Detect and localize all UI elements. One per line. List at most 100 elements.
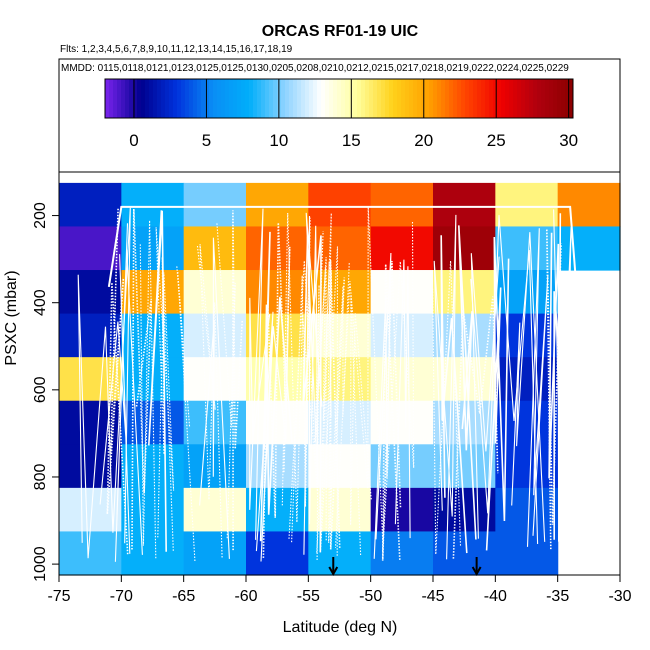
colorbar-segment — [469, 79, 474, 118]
x-tick-label: -60 — [234, 588, 257, 605]
colorbar-segment — [361, 79, 366, 118]
colorbar-segment — [261, 79, 266, 118]
colorbar-segment — [445, 79, 450, 118]
chart-title: ORCAS RF01-19 UIC — [262, 23, 419, 40]
colorbar-segment — [161, 79, 166, 118]
heatmap-cell — [59, 444, 122, 489]
flight-track — [255, 311, 289, 562]
flight-track — [281, 212, 318, 539]
colorbar-segment — [253, 79, 258, 118]
marker-arrow-head — [328, 566, 339, 577]
location-markers — [328, 557, 482, 577]
flight-track — [526, 228, 549, 547]
colorbar-segment — [157, 79, 162, 118]
x-tick-label: -55 — [297, 588, 320, 605]
heatmap-cell — [370, 444, 434, 489]
colorbar-segment — [341, 79, 346, 118]
heatmap-cell — [433, 444, 496, 489]
heatmap-cell — [59, 531, 122, 576]
x-tick-label: -50 — [359, 588, 382, 605]
heatmap-cell — [433, 226, 496, 271]
colorbar-segment — [245, 79, 250, 118]
colorbar-segment — [477, 79, 482, 118]
colorbar-segment — [517, 79, 522, 118]
colorbar-segment — [329, 79, 334, 118]
colorbar-segment — [337, 79, 342, 118]
colorbar-segment — [181, 79, 186, 118]
colorbar-segment — [561, 79, 566, 118]
colorbar-segment — [285, 79, 290, 118]
marker-arrow-head — [471, 566, 482, 577]
flight-track — [458, 225, 477, 540]
colorbar-segment — [237, 79, 242, 118]
flight-track — [548, 213, 562, 542]
x-tick-label: -65 — [172, 588, 195, 605]
heatmap-cell — [308, 270, 372, 315]
heatmap-cell — [59, 313, 122, 358]
flight-track — [259, 231, 293, 542]
flight-track — [553, 209, 572, 546]
x-tick-label: -40 — [484, 588, 507, 605]
flight-track — [553, 291, 572, 540]
colorbar-segment — [205, 79, 210, 118]
colorbar-segment — [201, 79, 206, 118]
heatmap-cell — [370, 487, 434, 533]
flight-track — [176, 266, 196, 562]
colorbar-segment — [193, 79, 198, 118]
colorbar-segment — [297, 79, 302, 118]
colorbar-segment — [373, 79, 378, 118]
x-axis-label: Latitude (deg N) — [283, 619, 398, 636]
x-tick-label: -30 — [608, 588, 631, 605]
colorbar-segment — [293, 79, 298, 118]
flight-track — [394, 259, 411, 539]
colorbar-segment — [449, 79, 454, 118]
flight-track — [303, 212, 323, 555]
colorbar-segment — [229, 79, 234, 118]
colorbar-segment — [241, 79, 246, 118]
heatmap-cell — [121, 182, 185, 228]
colorbar-segment — [125, 79, 130, 118]
colorbar-segment — [313, 79, 318, 118]
heatmap-cell — [308, 182, 372, 228]
legend-box — [58, 58, 621, 173]
x-tick-label: -35 — [546, 588, 569, 605]
colorbar-frame — [104, 78, 574, 119]
flight-track — [155, 227, 175, 551]
colorbar-segment — [185, 79, 190, 118]
colorbar-segment — [233, 79, 238, 118]
colorbar: 0 5 10 15 20 25 30 — [58, 58, 621, 173]
colorbar-segment — [461, 79, 466, 118]
heatmap-cell — [183, 531, 247, 576]
x-tick-label: -75 — [47, 588, 70, 605]
colorbar-segment — [113, 79, 118, 118]
colorbar-segment — [541, 79, 546, 118]
heatmap-cell — [183, 182, 247, 228]
colorbar-segment — [121, 79, 126, 118]
colorbar-segment — [365, 79, 370, 118]
colorbar-segment — [429, 79, 434, 118]
flight-track — [131, 208, 153, 550]
colorbar-segment — [493, 79, 498, 118]
heatmap-cell — [433, 270, 496, 315]
colorbar-segment — [117, 79, 122, 118]
y-tick-label: 600 — [32, 376, 49, 403]
colorbar-segment — [133, 79, 138, 118]
colorbar-segment — [465, 79, 470, 118]
heatmap-cell — [59, 182, 122, 228]
heatmap-cell — [183, 313, 247, 358]
dates-note: MMDD: 0115,0118,0121,0123,0125,0125,0130… — [61, 63, 569, 74]
flight-track — [107, 205, 578, 288]
heatmap-cell — [121, 226, 185, 271]
y-tick-label: 1000 — [32, 546, 49, 582]
heatmap-cell — [557, 182, 621, 228]
colorbar-segment — [177, 79, 182, 118]
colorbar-segment — [409, 79, 414, 118]
colorbar-segment — [497, 79, 502, 118]
colorbar-segment — [357, 79, 362, 118]
x-tick-label: -45 — [421, 588, 444, 605]
colorbar-segment — [325, 79, 330, 118]
colorbar-tick-label: 10 — [269, 131, 288, 150]
flight-track — [196, 244, 223, 558]
flight-track — [452, 296, 499, 559]
